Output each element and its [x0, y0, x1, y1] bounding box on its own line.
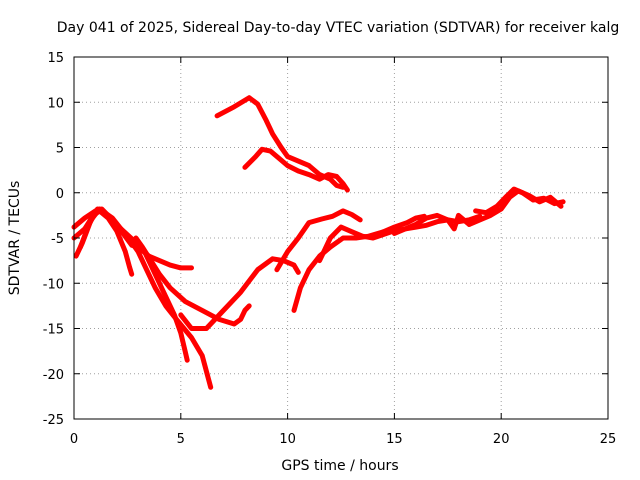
y-tick-label: -10 — [43, 277, 64, 292]
series-track-14 — [466, 188, 564, 227]
series-track-5 — [133, 235, 252, 327]
series-track-7 — [214, 95, 346, 190]
y-axis-label: SDTVAR / TECUs — [7, 181, 23, 296]
axis-ticks: 0 5 10 15 20 25 -25 -20 -15 -10 -5 0 5 10 15 — [43, 51, 617, 447]
y-tick-label: 0 — [56, 187, 64, 202]
series-track-6 — [178, 256, 301, 331]
series-track-8 — [242, 146, 350, 193]
series-track-10 — [291, 213, 427, 313]
x-tick-label: 0 — [70, 432, 78, 447]
y-tick-label: -20 — [43, 368, 64, 383]
y-tick-label: -5 — [51, 232, 64, 247]
x-tick-label: 5 — [177, 432, 185, 447]
x-tick-label: 10 — [279, 432, 296, 447]
y-tick-label: 15 — [47, 51, 64, 66]
series-track-9 — [274, 208, 363, 273]
chart-title: Day 041 of 2025, Sidereal Day-to-day VTE… — [57, 20, 619, 36]
data-series — [71, 95, 566, 390]
x-tick-label: 20 — [493, 432, 510, 447]
x-tick-label: 15 — [386, 432, 403, 447]
y-tick-label: 10 — [47, 96, 64, 111]
x-axis-label: GPS time / hours — [281, 458, 398, 474]
y-tick-label: -25 — [43, 413, 64, 428]
x-tick-label: 25 — [600, 432, 617, 447]
y-tick-label: 5 — [56, 142, 64, 157]
grid — [74, 57, 608, 419]
y-tick-label: -15 — [43, 323, 64, 338]
series-track-12 — [391, 212, 472, 236]
